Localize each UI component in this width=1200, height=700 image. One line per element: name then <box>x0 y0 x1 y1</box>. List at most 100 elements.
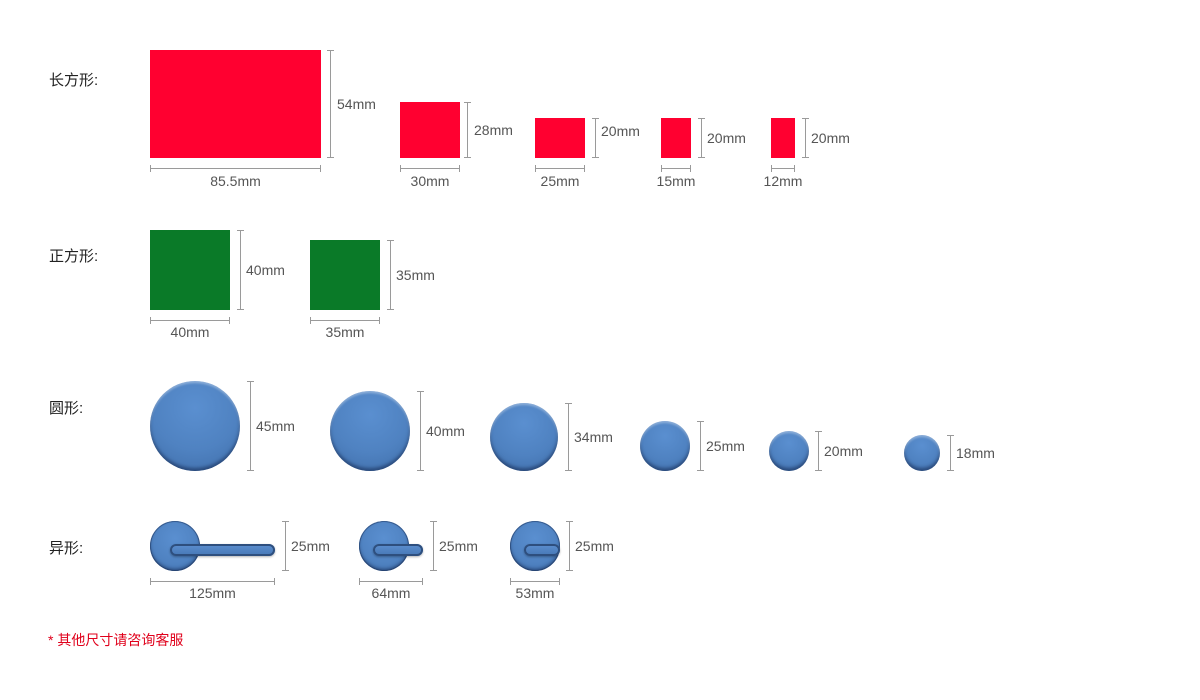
width-label: 64mm <box>371 585 411 601</box>
dimension-tick <box>584 165 585 172</box>
dimension-tick <box>237 309 244 310</box>
height-label: 25mm <box>575 538 614 554</box>
rectangle-swatch <box>661 118 691 158</box>
diameter-dimension-line <box>950 435 951 471</box>
height-label: 40mm <box>246 262 285 278</box>
width-dimension-line <box>510 581 560 582</box>
dimension-tick <box>422 578 423 585</box>
width-label: 25mm <box>540 173 580 189</box>
dimension-tick <box>310 317 311 324</box>
dimension-tick <box>592 157 599 158</box>
width-dimension-line <box>310 320 380 321</box>
circle-swatch <box>330 391 410 471</box>
height-dimension-line <box>285 521 286 571</box>
dimension-tick <box>566 521 573 522</box>
dimension-tick <box>387 240 394 241</box>
width-dimension-line <box>400 168 460 169</box>
width-dimension-line <box>535 168 585 169</box>
diameter-label: 25mm <box>706 438 745 454</box>
dimension-tick <box>698 118 705 119</box>
width-label: 15mm <box>656 173 696 189</box>
dimension-tick <box>661 165 662 172</box>
width-dimension-line <box>150 320 230 321</box>
dimension-tick <box>387 309 394 310</box>
dimension-tick <box>697 470 704 471</box>
rectangle-swatch <box>150 50 321 158</box>
shaped-tag-strap <box>524 544 560 556</box>
dimension-tick <box>274 578 275 585</box>
dimension-tick <box>379 317 380 324</box>
width-label: 125mm <box>189 585 236 601</box>
width-dimension-line <box>359 581 423 582</box>
dimension-tick <box>417 391 424 392</box>
dimension-tick <box>237 230 244 231</box>
rectangle-row-label: 长方形: <box>49 72 99 89</box>
dimension-tick <box>150 578 151 585</box>
dimension-tick <box>327 50 334 51</box>
dimension-tick <box>794 165 795 172</box>
dimension-tick <box>320 165 321 172</box>
dimension-tick <box>698 157 705 158</box>
dimension-tick <box>690 165 691 172</box>
dimension-tick <box>464 157 471 158</box>
height-dimension-line <box>595 118 596 158</box>
dimension-tick <box>535 165 536 172</box>
height-dimension-line <box>569 521 570 571</box>
circle-swatch <box>904 435 940 471</box>
dimension-tick <box>327 157 334 158</box>
dimension-tick <box>559 578 560 585</box>
width-label: 85.5mm <box>210 173 261 189</box>
circle-swatch <box>150 381 240 471</box>
height-label: 25mm <box>291 538 330 554</box>
dimension-tick <box>229 317 230 324</box>
diameter-label: 45mm <box>256 418 295 434</box>
width-label: 40mm <box>170 324 210 340</box>
square-swatch <box>310 240 380 310</box>
dimension-tick <box>592 118 599 119</box>
rectangle-swatch <box>400 102 460 158</box>
width-label: 12mm <box>763 173 803 189</box>
dimension-tick <box>282 521 289 522</box>
height-label: 25mm <box>439 538 478 554</box>
width-label: 30mm <box>410 173 450 189</box>
dimension-tick <box>150 317 151 324</box>
footnote: * 其他尺寸请咨询客服 <box>48 632 184 648</box>
dimension-tick <box>430 521 437 522</box>
dimension-tick <box>566 570 573 571</box>
dimension-tick <box>430 570 437 571</box>
circle-row-label: 圆形: <box>49 400 84 417</box>
diameter-dimension-line <box>700 421 701 471</box>
diameter-dimension-line <box>568 403 569 471</box>
dimension-tick <box>565 403 572 404</box>
width-dimension-line <box>661 168 691 169</box>
height-dimension-line <box>467 102 468 158</box>
dimension-tick <box>400 165 401 172</box>
dimension-tick <box>947 470 954 471</box>
diameter-dimension-line <box>420 391 421 471</box>
dimension-tick <box>459 165 460 172</box>
height-label: 20mm <box>811 130 850 146</box>
dimension-tick <box>771 165 772 172</box>
circle-swatch <box>490 403 558 471</box>
dimension-tick <box>815 470 822 471</box>
diameter-label: 18mm <box>956 445 995 461</box>
dimension-tick <box>359 578 360 585</box>
height-label: 54mm <box>337 96 376 112</box>
height-dimension-line <box>240 230 241 310</box>
width-dimension-line <box>150 168 321 169</box>
circle-swatch <box>769 431 809 471</box>
shaped-tag-strap <box>373 544 423 556</box>
dimension-tick <box>697 421 704 422</box>
dimension-tick <box>802 157 809 158</box>
dimension-tick <box>565 470 572 471</box>
square-swatch <box>150 230 230 310</box>
height-dimension-line <box>330 50 331 158</box>
dimension-tick <box>947 435 954 436</box>
width-label: 53mm <box>515 585 555 601</box>
width-label: 35mm <box>325 324 365 340</box>
dimension-tick <box>282 570 289 571</box>
circle-swatch <box>640 421 690 471</box>
dimension-tick <box>464 102 471 103</box>
diameter-dimension-line <box>818 431 819 471</box>
width-dimension-line <box>771 168 795 169</box>
